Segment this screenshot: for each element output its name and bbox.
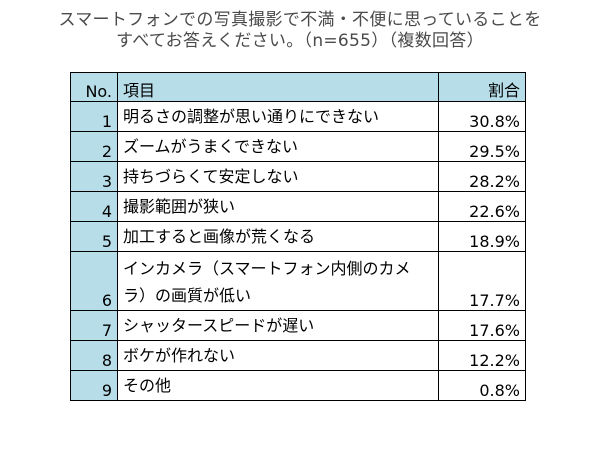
row-number: 7 — [70, 310, 118, 341]
row-item: 撮影範囲が狭い — [117, 191, 439, 222]
chart-title-line-2: すべてお答えください。（n=655）（複数回答） — [116, 31, 484, 51]
row-rate: 30.8% — [438, 101, 526, 132]
row-item: インカメラ（スマートフォン内側のカメラ）の画質が低い — [117, 251, 439, 311]
row-item: 加工すると画像が荒くなる — [117, 221, 439, 252]
table-row: 1 明るさの調整が思い通りにできない 30.8% — [70, 101, 526, 132]
row-item: ズームがうまくできない — [117, 131, 439, 162]
column-header-no: No. — [70, 72, 118, 102]
row-number: 6 — [70, 251, 118, 311]
row-item-label: 加工すると画像が荒くなる — [123, 227, 316, 246]
table-row: 7 シャッタースピードが遅い 17.6% — [70, 310, 526, 341]
row-number: 4 — [70, 191, 118, 222]
row-rate: 29.5% — [438, 131, 526, 162]
row-item-label: その他 — [123, 376, 172, 395]
row-number: 5 — [70, 221, 118, 252]
row-item-label: ズームがうまくできない — [123, 137, 299, 156]
row-item: ボケが作れない — [117, 340, 439, 371]
table-row: 8 ボケが作れない 12.2% — [70, 340, 526, 371]
survey-table: No. 項目 割合 1 明るさの調整が思い通りにできない 30.8% 2 ズーム… — [70, 72, 526, 401]
row-rate: 28.2% — [438, 161, 526, 192]
row-item: 明るさの調整が思い通りにできない — [117, 101, 439, 132]
row-item-label: ボケが作れない — [123, 346, 236, 365]
table-row: 5 加工すると画像が荒くなる 18.9% — [70, 221, 526, 252]
row-item: その他 — [117, 370, 439, 401]
row-rate: 12.2% — [438, 340, 526, 371]
row-item-label: シャッタースピードが遅い — [123, 316, 315, 335]
row-rate: 17.7% — [438, 251, 526, 311]
row-item: シャッタースピードが遅い — [117, 310, 439, 341]
table-row: 2 ズームがうまくできない 29.5% — [70, 131, 526, 162]
row-item: 持ちづらくて安定しない — [117, 161, 439, 192]
row-item-label: 明るさの調整が思い通りにできない — [123, 107, 380, 126]
row-rate: 18.9% — [438, 221, 526, 252]
row-rate: 0.8% — [438, 370, 526, 401]
table-row: 3 持ちづらくて安定しない 28.2% — [70, 161, 526, 192]
row-number: 2 — [70, 131, 118, 162]
table-row: 9 その他 0.8% — [70, 370, 526, 401]
row-rate: 22.6% — [438, 191, 526, 222]
row-item-label: 撮影範囲が狭い — [123, 197, 236, 216]
column-header-item: 項目 — [117, 72, 439, 102]
row-number: 3 — [70, 161, 118, 192]
table-row: 6 インカメラ（スマートフォン内側のカメラ）の画質が低い 17.7% — [70, 251, 526, 311]
row-item-label: インカメラ（スマートフォン内側のカメラ）の画質が低い — [123, 259, 411, 305]
table-row: 4 撮影範囲が狭い 22.6% — [70, 191, 526, 222]
row-rate: 17.6% — [438, 310, 526, 341]
row-number: 1 — [70, 101, 118, 132]
chart-title: スマートフォンでの写真撮影で不満・不便に思っていることを すべてお答えください。… — [0, 10, 600, 52]
table-header-row: No. 項目 割合 — [70, 72, 526, 102]
chart-title-line-1: スマートフォンでの写真撮影で不満・不便に思っていることを — [58, 10, 542, 30]
row-number: 9 — [70, 370, 118, 401]
column-header-rate: 割合 — [438, 72, 526, 102]
row-item-label: 持ちづらくて安定しない — [123, 167, 299, 186]
row-number: 8 — [70, 340, 118, 371]
